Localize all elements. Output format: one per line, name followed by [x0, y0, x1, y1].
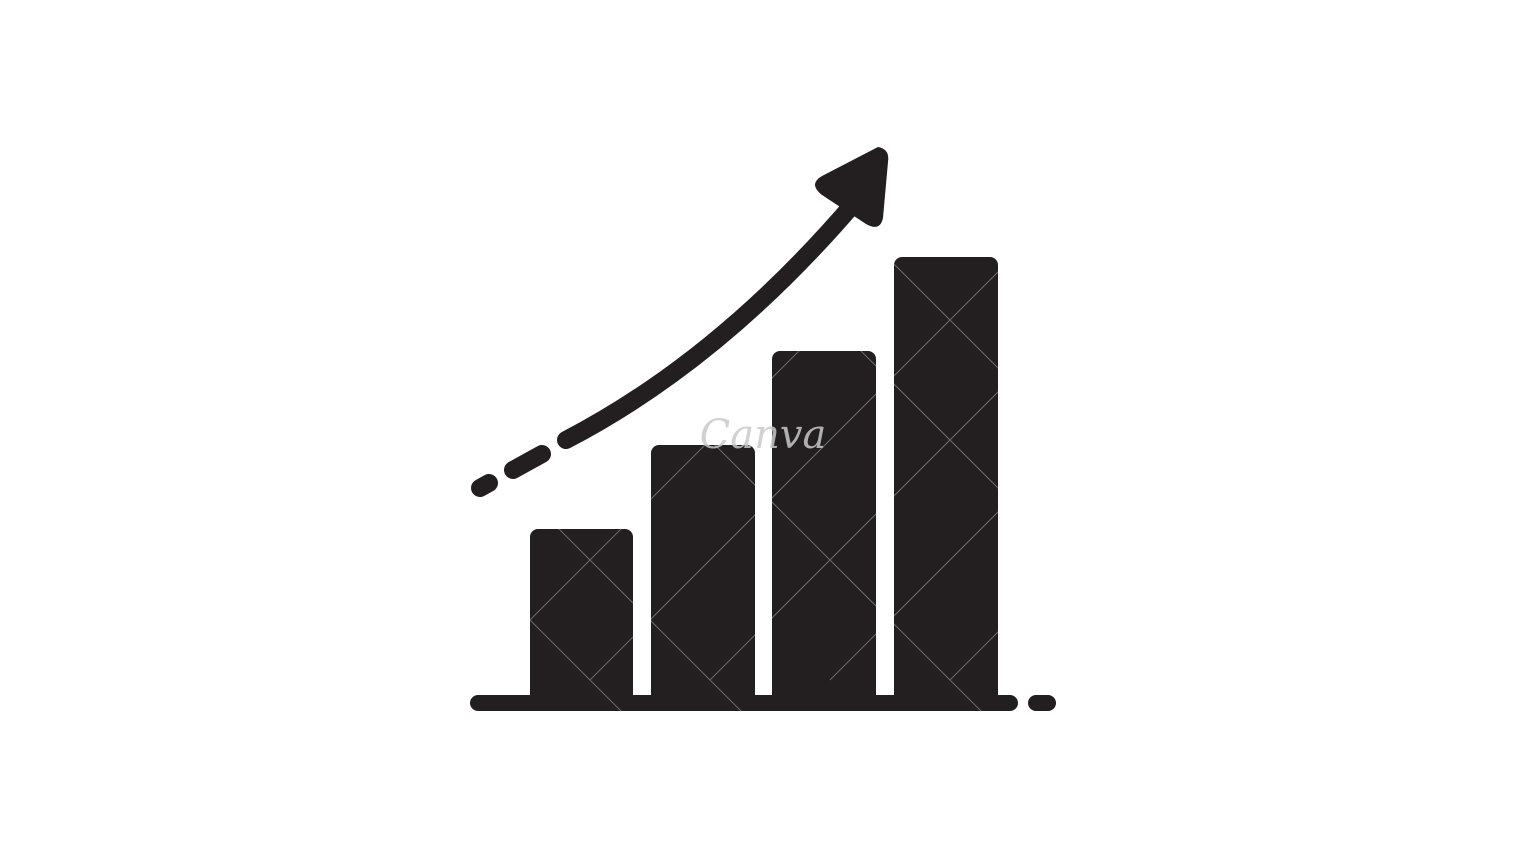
trend-dash-2	[504, 445, 551, 479]
bar-1	[530, 529, 633, 704]
trend-arrow-line	[557, 193, 864, 449]
bar-4	[894, 257, 998, 704]
bar-3	[772, 351, 876, 704]
baseline-dash	[1028, 695, 1056, 711]
trend-arrow-head-icon	[815, 147, 889, 227]
bar-2	[651, 445, 755, 704]
trend-dash-1	[471, 474, 498, 497]
watermark-text: Canva	[700, 412, 827, 458]
